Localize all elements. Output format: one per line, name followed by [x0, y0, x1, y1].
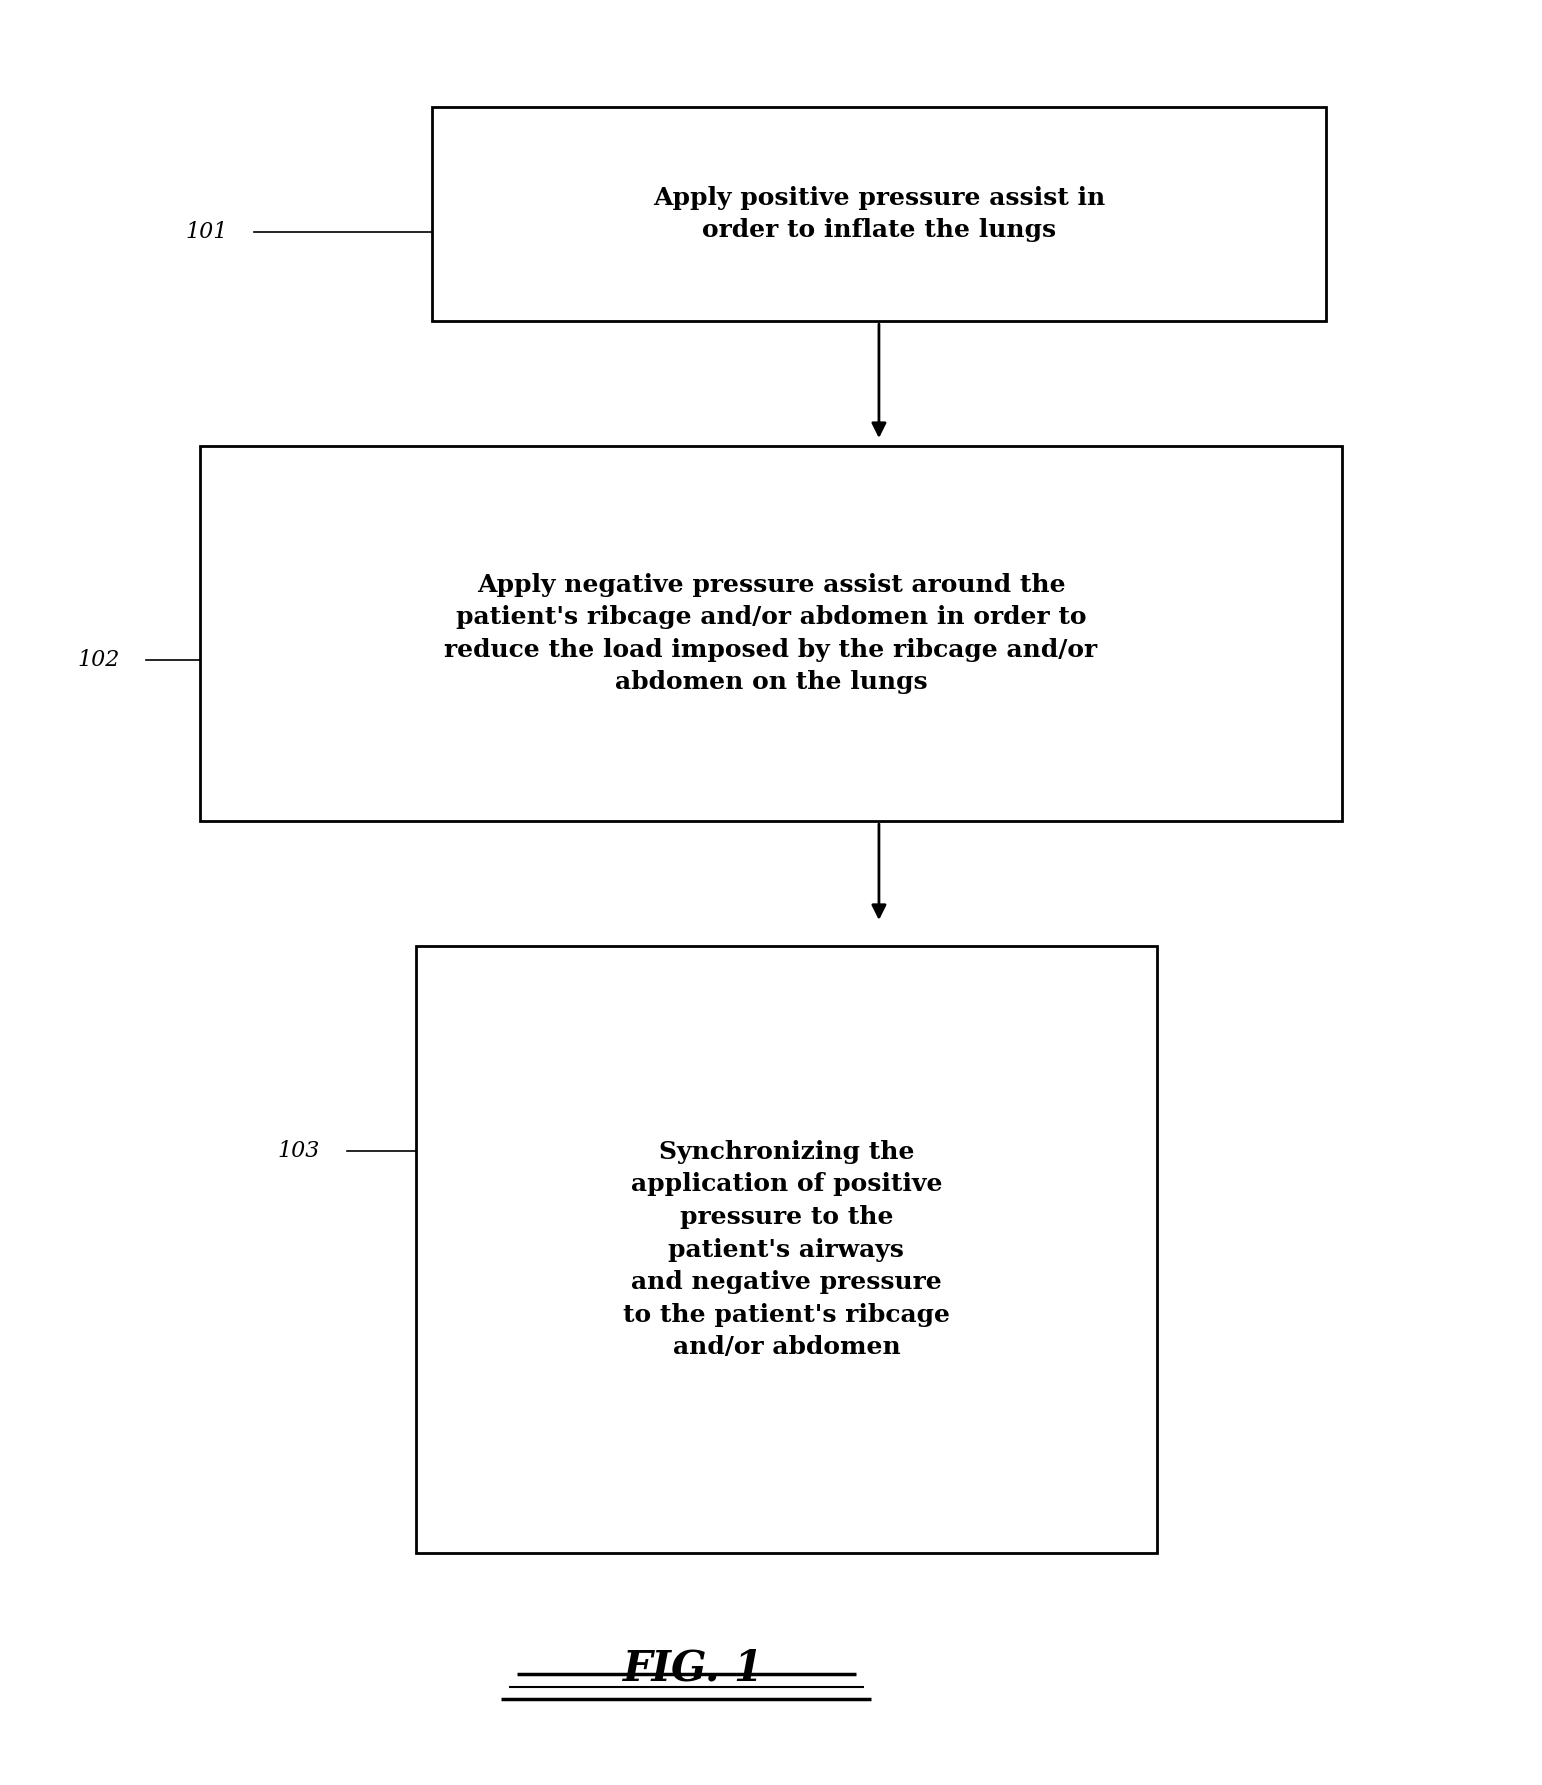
Text: Synchronizing the
application of positive
pressure to the
patient's airways
and : Synchronizing the application of positiv… — [623, 1141, 950, 1358]
Text: 102: 102 — [77, 650, 119, 671]
Text: Apply positive pressure assist in
order to inflate the lungs: Apply positive pressure assist in order … — [652, 186, 1106, 243]
Text: 103: 103 — [278, 1141, 319, 1162]
FancyBboxPatch shape — [432, 107, 1326, 321]
FancyBboxPatch shape — [200, 446, 1342, 821]
FancyBboxPatch shape — [416, 946, 1156, 1553]
Text: Apply negative pressure assist around the
patient's ribcage and/or abdomen in or: Apply negative pressure assist around th… — [444, 573, 1098, 694]
Text: 101: 101 — [185, 221, 227, 243]
Text: FIG. 1: FIG. 1 — [623, 1648, 765, 1690]
